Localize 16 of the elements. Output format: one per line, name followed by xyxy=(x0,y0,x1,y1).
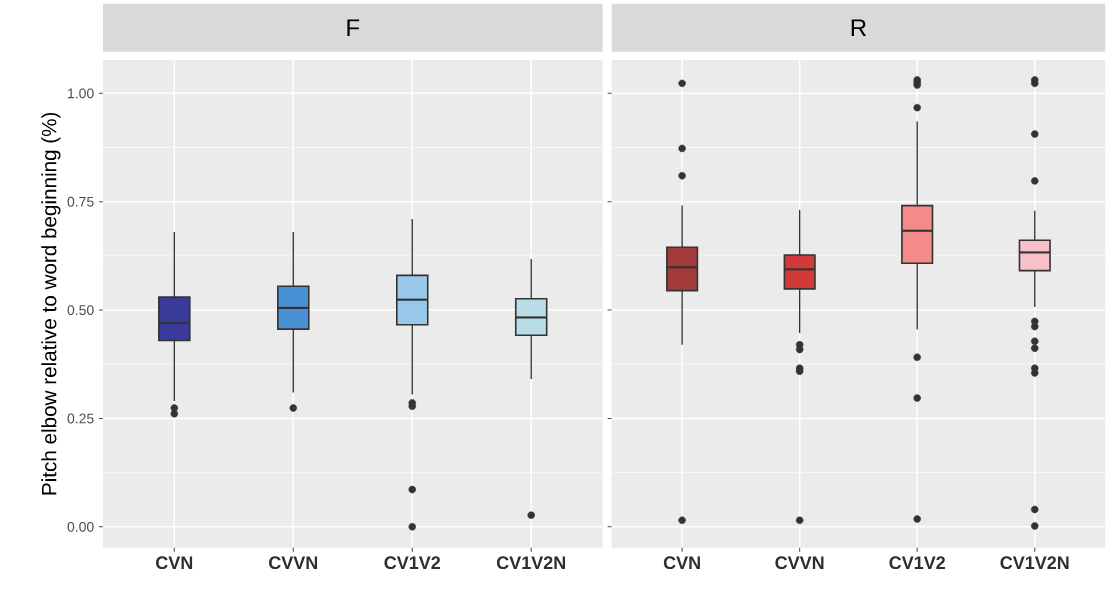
y-tick-label: 1.00 xyxy=(68,88,94,99)
x-tick-label: CVVN xyxy=(775,556,824,570)
x-tick-label: CV1V2N xyxy=(1000,556,1069,570)
x-tick-label: CVN xyxy=(156,556,193,570)
y-axis-title: Pitch elbow relative to word beginning (%) xyxy=(41,113,61,495)
x-tick-label: CV1V2 xyxy=(889,556,945,570)
x-tick-label: CVN xyxy=(663,556,700,570)
y-tick-label: 0.75 xyxy=(67,196,94,207)
y-tick-label: 0.00 xyxy=(67,522,94,532)
x-tick-label: CVVN xyxy=(269,556,318,570)
x-tick-label: CV1V2N xyxy=(496,556,565,570)
chart-title: R xyxy=(851,19,866,37)
chart-title: F xyxy=(347,19,360,37)
x-tick-label: CV1V2 xyxy=(384,556,441,570)
y-tick-label: 0.50 xyxy=(67,305,94,316)
y-tick-label: 0.25 xyxy=(67,413,94,424)
